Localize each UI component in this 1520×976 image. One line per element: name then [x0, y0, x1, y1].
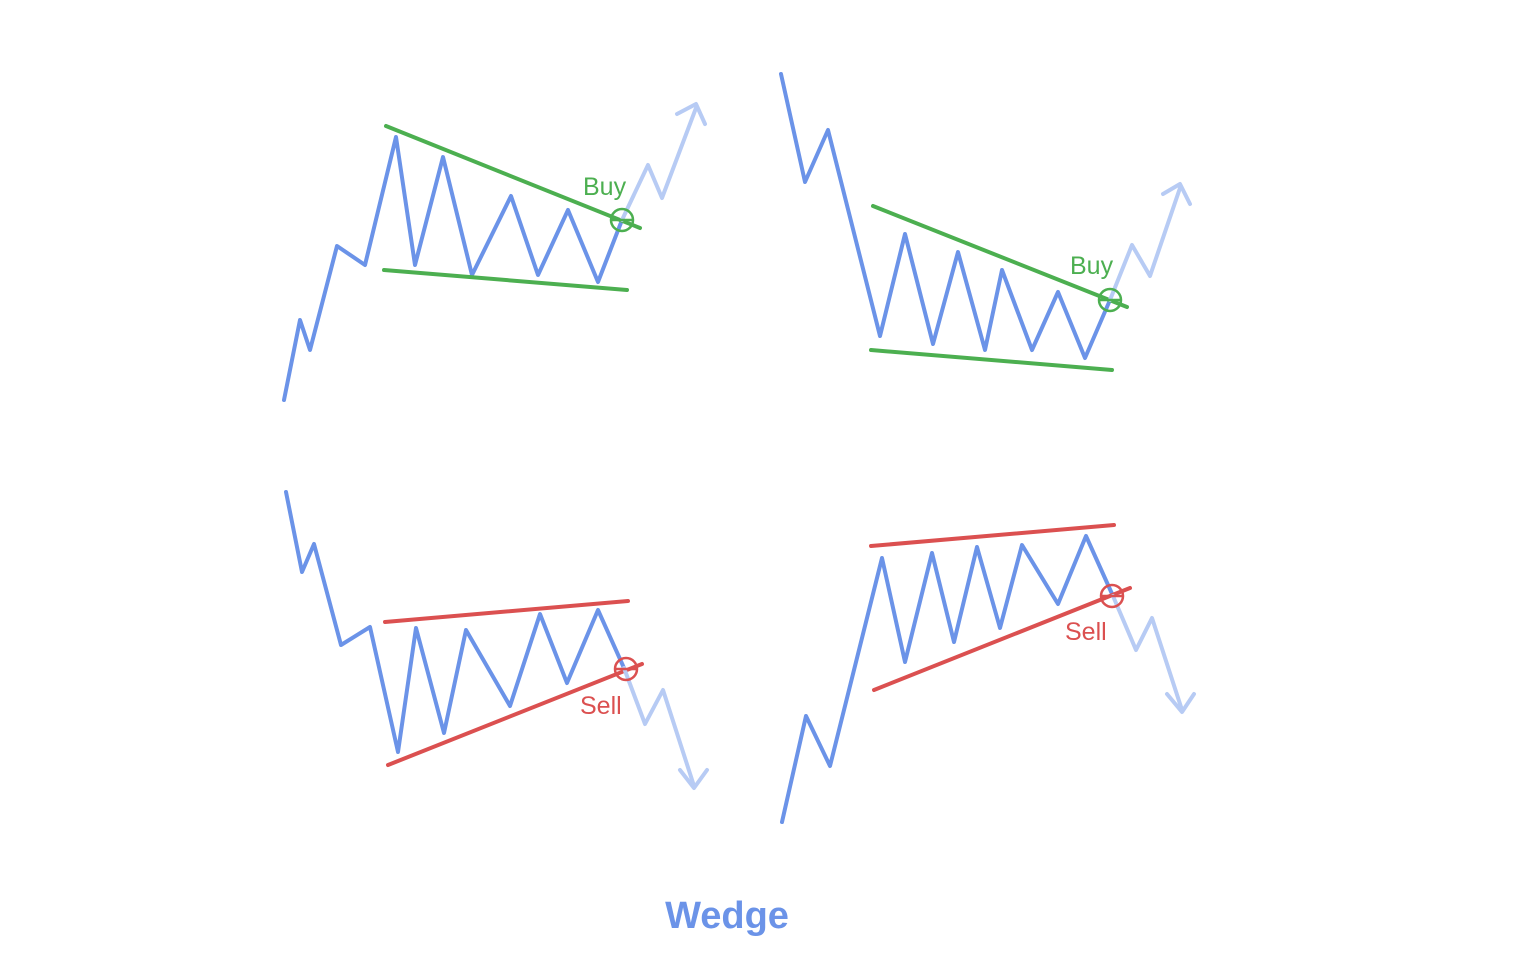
crosshair-circle-icon — [613, 656, 639, 682]
lower-trendline — [869, 348, 1114, 372]
sell-label: Sell — [580, 692, 622, 720]
buy-label: Buy — [583, 173, 627, 201]
price-line — [780, 534, 1115, 824]
crosshair-circle-icon — [1097, 287, 1123, 313]
crosshair-circle-icon — [1099, 583, 1125, 609]
panel-top-left: Buy — [282, 102, 707, 402]
sell-label: Sell — [1065, 618, 1107, 646]
upper-trendline — [871, 204, 1129, 309]
crosshair-circle-icon — [609, 207, 635, 233]
price-line — [282, 135, 624, 402]
projection-line — [620, 106, 698, 222]
price-line — [284, 490, 626, 754]
price-line — [779, 72, 1112, 360]
diagram-caption: Wedge — [665, 895, 789, 937]
chevron-arrow-icon — [1165, 692, 1196, 714]
buy-label: Buy — [1070, 252, 1114, 280]
chevron-arrow-icon — [1161, 182, 1192, 206]
lower-trendline — [386, 662, 644, 767]
lower-trendline — [382, 268, 629, 292]
panel-top-right: Buy — [779, 72, 1192, 372]
lower-trendline — [872, 586, 1132, 692]
projection-line — [1111, 594, 1184, 712]
panel-bottom-right: Sell — [780, 523, 1196, 824]
projection-line — [1108, 186, 1182, 302]
upper-trendline — [383, 599, 630, 624]
chevron-arrow-icon — [678, 768, 709, 790]
projection-line — [622, 666, 696, 788]
panel-bottom-left: Sell — [284, 490, 709, 790]
chevron-arrow-icon — [675, 102, 707, 126]
upper-trendline — [384, 124, 642, 230]
upper-trendline — [869, 523, 1116, 548]
